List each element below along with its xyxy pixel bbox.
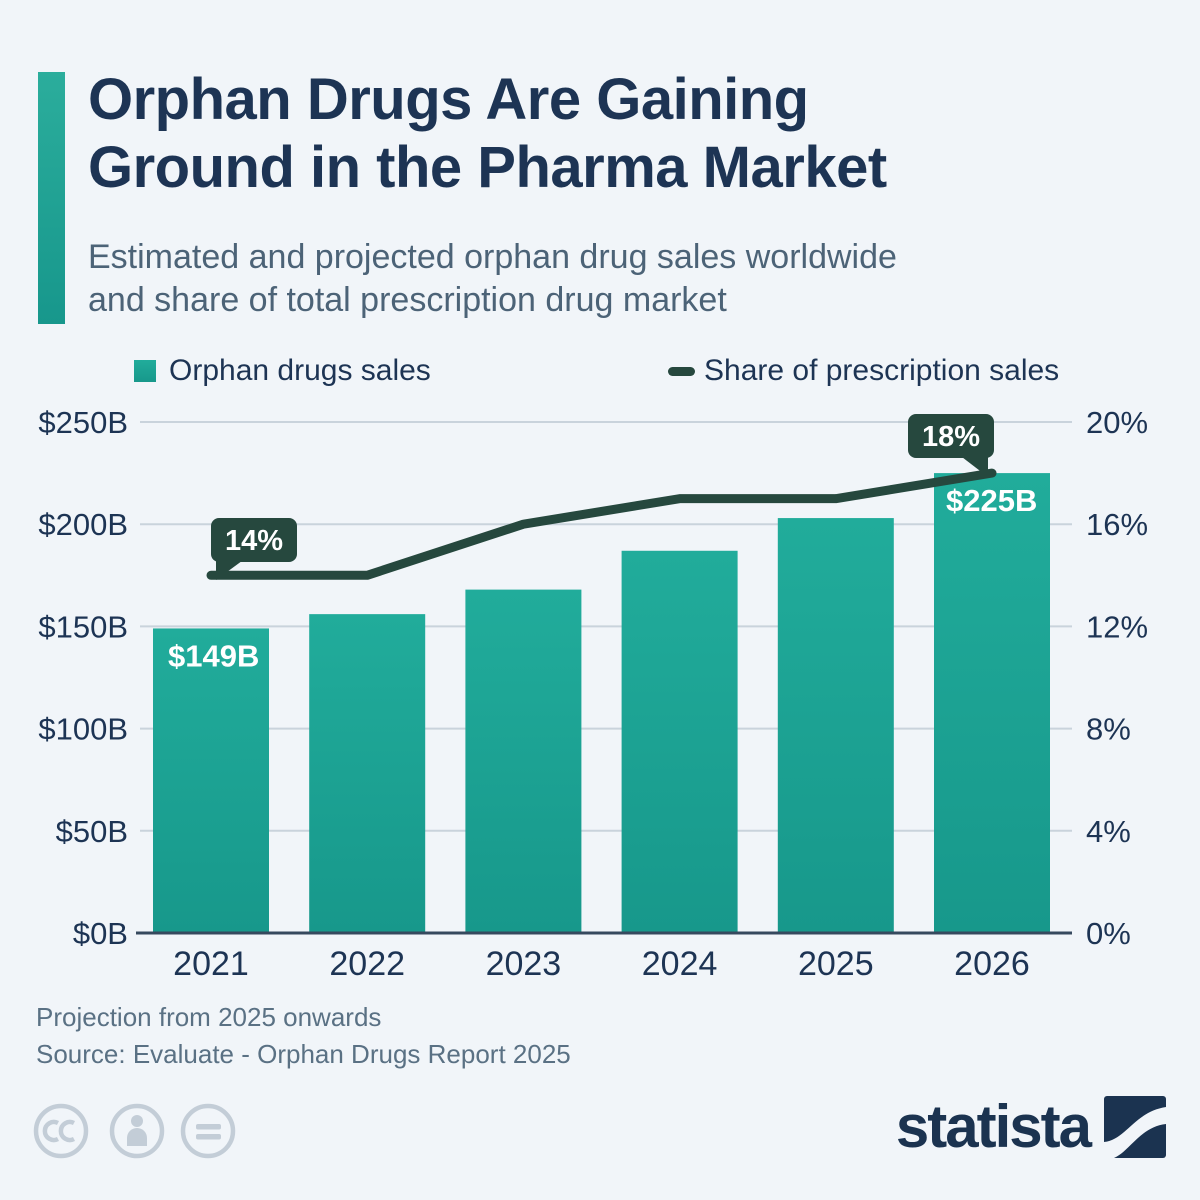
- bar-value-label-last: $225B: [946, 483, 1037, 518]
- bar-2026[interactable]: [934, 473, 1050, 933]
- statista-branding[interactable]: statista: [896, 1096, 1166, 1158]
- bar-2021[interactable]: [153, 628, 269, 933]
- subtitle-line-2: and share of total prescription drug mar…: [88, 281, 727, 319]
- left-axis-tick-0: $0B: [73, 916, 128, 951]
- legend-item-bars: Orphan drugs sales: [134, 352, 431, 390]
- left-axis-tick-100: $100B: [38, 712, 128, 747]
- bar-value-label-first: $149B: [168, 638, 259, 673]
- page-subtitle: Estimated and projected orphan drug sale…: [88, 236, 1168, 322]
- left-axis-tick-50: $50B: [56, 814, 128, 849]
- right-axis-tick-20: 20%: [1086, 405, 1148, 440]
- right-axis-tick-0: 0%: [1086, 916, 1131, 951]
- creative-commons-license[interactable]: [32, 1101, 272, 1165]
- bar-series-swatch-icon: [134, 360, 156, 382]
- title-line-2: Ground in the Pharma Market: [88, 135, 887, 200]
- legend-bars-label: Orphan drugs sales: [169, 354, 431, 387]
- x-axis-label-2024: 2024: [642, 945, 718, 983]
- bar-2025[interactable]: [777, 518, 894, 933]
- title-accent-bar: [38, 72, 65, 324]
- x-axis-label-2026: 2026: [954, 945, 1030, 983]
- bar-2022[interactable]: [309, 614, 426, 933]
- x-axis-label-2021: 2021: [173, 945, 249, 983]
- left-axis-tick-200: $200B: [38, 507, 128, 542]
- person-icon: [109, 1103, 165, 1159]
- cc-icon: [33, 1103, 89, 1159]
- line-end-bubble-tail: [958, 454, 988, 477]
- right-axis-tick-12: 12%: [1086, 609, 1148, 644]
- line-end-bubble-label: 18%: [922, 421, 980, 453]
- statista-logo-text: statista: [895, 1093, 1092, 1160]
- share-line: [206, 468, 997, 580]
- source-note: Source: Evaluate - Orphan Drugs Report 2…: [36, 1039, 571, 1069]
- cc-letter-c1: [42, 1119, 60, 1143]
- statista-logo-icon: [1104, 1096, 1166, 1158]
- equals-bar-bottom: [196, 1134, 221, 1140]
- legend-item-line: Share of prescription sales: [668, 352, 1059, 390]
- right-axis-tick-8: 8%: [1086, 712, 1131, 747]
- equals-bar-top: [196, 1124, 221, 1130]
- page-title: Orphan Drugs Are Gaining Ground in the Ph…: [88, 66, 1168, 202]
- left-axis-tick-150: $150B: [38, 609, 128, 644]
- right-axis-tick-16: 16%: [1086, 507, 1148, 542]
- line-series-dash-icon: [668, 366, 695, 376]
- line-end-bubble: [908, 414, 994, 458]
- x-axis-label-2023: 2023: [486, 945, 562, 983]
- bar-2024[interactable]: [621, 550, 738, 933]
- x-axis-label-2025: 2025: [798, 945, 874, 983]
- line-start-bubble-tail: [216, 558, 246, 580]
- line-start-bubble-label: 14%: [225, 525, 283, 557]
- legend-line-label: Share of prescription sales: [704, 354, 1060, 387]
- projection-note: Projection from 2025 onwards: [36, 1002, 382, 1032]
- cc-letter-c2: [58, 1119, 76, 1143]
- subtitle-line-1: Estimated and projected orphan drug sale…: [88, 238, 897, 276]
- line-start-bubble: [211, 518, 297, 562]
- person-head: [131, 1115, 143, 1127]
- left-axis-tick-250: $250B: [38, 405, 128, 440]
- x-axis-label-2022: 2022: [329, 945, 405, 983]
- bar-2023[interactable]: [465, 589, 582, 933]
- equals-icon: [180, 1103, 236, 1159]
- right-axis-tick-4: 4%: [1086, 814, 1131, 849]
- title-line-1: Orphan Drugs Are Gaining: [88, 67, 809, 132]
- person-body: [127, 1128, 147, 1146]
